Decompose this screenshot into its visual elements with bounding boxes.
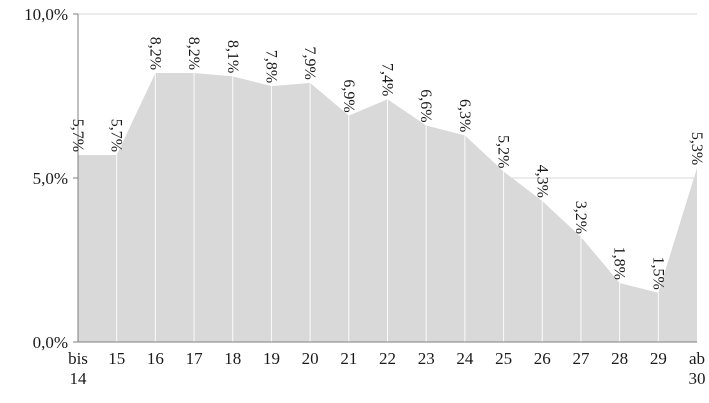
data-label-2: 8,2% [146,37,163,70]
x-tick-label-13: 27 [572,349,590,368]
data-label-9: 6,6% [417,89,434,122]
x-tick-label-4: 18 [224,349,241,368]
data-label-7: 6,9% [340,79,357,112]
x-tick-label-6: 20 [302,349,319,368]
x-tick-label-16: ab 30 [689,349,706,388]
x-tick-labels: bis 14 15 16 17 18 19 20 21 22 23 24 25 26 27 28 29 ab 30 [68,349,705,388]
data-label-8: 7,4% [379,63,396,96]
x-tick-label-7: 21 [340,349,357,368]
axes [73,13,697,343]
x-tick-label-12: 26 [534,349,551,368]
x-tick-label-3: 17 [186,349,204,368]
x-tick-label-14: 28 [611,349,628,368]
data-label-6: 7,9% [301,47,318,80]
y-tick-label-2: 10,0% [24,5,68,24]
data-label-12: 4,3% [533,165,550,198]
x-tick-label-8: 22 [379,349,396,368]
x-tick-label-10: 24 [456,349,474,368]
y-tick-label-0: 0,0% [33,333,68,352]
data-label-1: 5,7% [108,119,125,152]
data-label-15: 1,5% [649,256,666,289]
x-tick-label-0: bis 14 [68,349,88,388]
data-label-13: 3,2% [572,201,589,234]
y-tick-labels: 0,0% 5,0% 10,0% [24,5,68,352]
data-label-10: 6,3% [456,99,473,132]
data-label-16: 5,3% [688,132,705,165]
x-tick-label-5: 19 [263,349,280,368]
category-lines [116,73,659,342]
x-tick-label-1: 15 [108,349,125,368]
data-label-11: 5,2% [495,135,512,168]
y-tick-label-1: 5,0% [33,169,68,188]
data-labels: 5,7% 5,7% 8,2% 8,2% 8,1% 7,8% 7,9% 6,9% 7,4% 6,6%… [69,37,705,290]
data-label-5: 7,8% [262,50,279,83]
x-tick-label-9: 23 [418,349,435,368]
data-label-0: 5,7% [69,119,86,152]
data-label-4: 8,1% [224,40,241,73]
data-label-3: 8,2% [185,37,202,70]
x-tick-label-2: 16 [147,349,164,368]
data-label-14: 1,8% [611,247,628,280]
x-tick-label-15: 29 [650,349,667,368]
x-tick-label-11: 25 [495,349,512,368]
